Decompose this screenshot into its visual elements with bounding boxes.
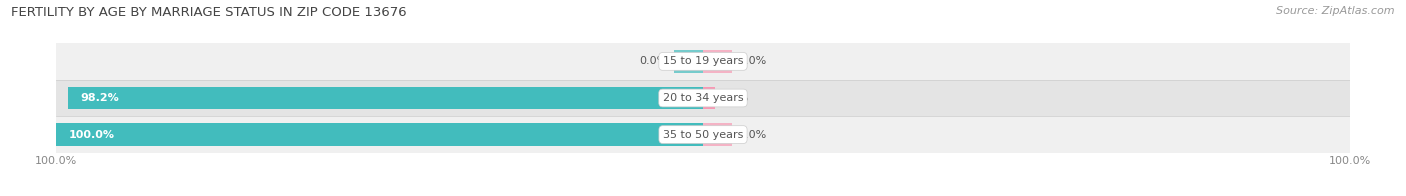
Bar bbox=[56, 43, 1350, 80]
Text: 20 to 34 years: 20 to 34 years bbox=[662, 93, 744, 103]
Text: Source: ZipAtlas.com: Source: ZipAtlas.com bbox=[1277, 6, 1395, 16]
Bar bbox=[56, 80, 1350, 116]
Text: 98.2%: 98.2% bbox=[80, 93, 120, 103]
Bar bbox=[703, 50, 733, 73]
Text: 1.8%: 1.8% bbox=[721, 93, 749, 103]
Bar bbox=[703, 123, 733, 146]
Bar bbox=[67, 87, 703, 109]
Text: 0.0%: 0.0% bbox=[640, 56, 668, 66]
Text: 0.0%: 0.0% bbox=[738, 56, 766, 66]
Text: 100.0%: 100.0% bbox=[69, 130, 115, 140]
Text: 35 to 50 years: 35 to 50 years bbox=[662, 130, 744, 140]
Text: FERTILITY BY AGE BY MARRIAGE STATUS IN ZIP CODE 13676: FERTILITY BY AGE BY MARRIAGE STATUS IN Z… bbox=[11, 6, 406, 19]
Text: 0.0%: 0.0% bbox=[738, 130, 766, 140]
Text: 15 to 19 years: 15 to 19 years bbox=[662, 56, 744, 66]
Bar bbox=[56, 123, 703, 146]
Bar bbox=[56, 116, 1350, 153]
Bar bbox=[703, 87, 714, 109]
Bar bbox=[673, 50, 703, 73]
